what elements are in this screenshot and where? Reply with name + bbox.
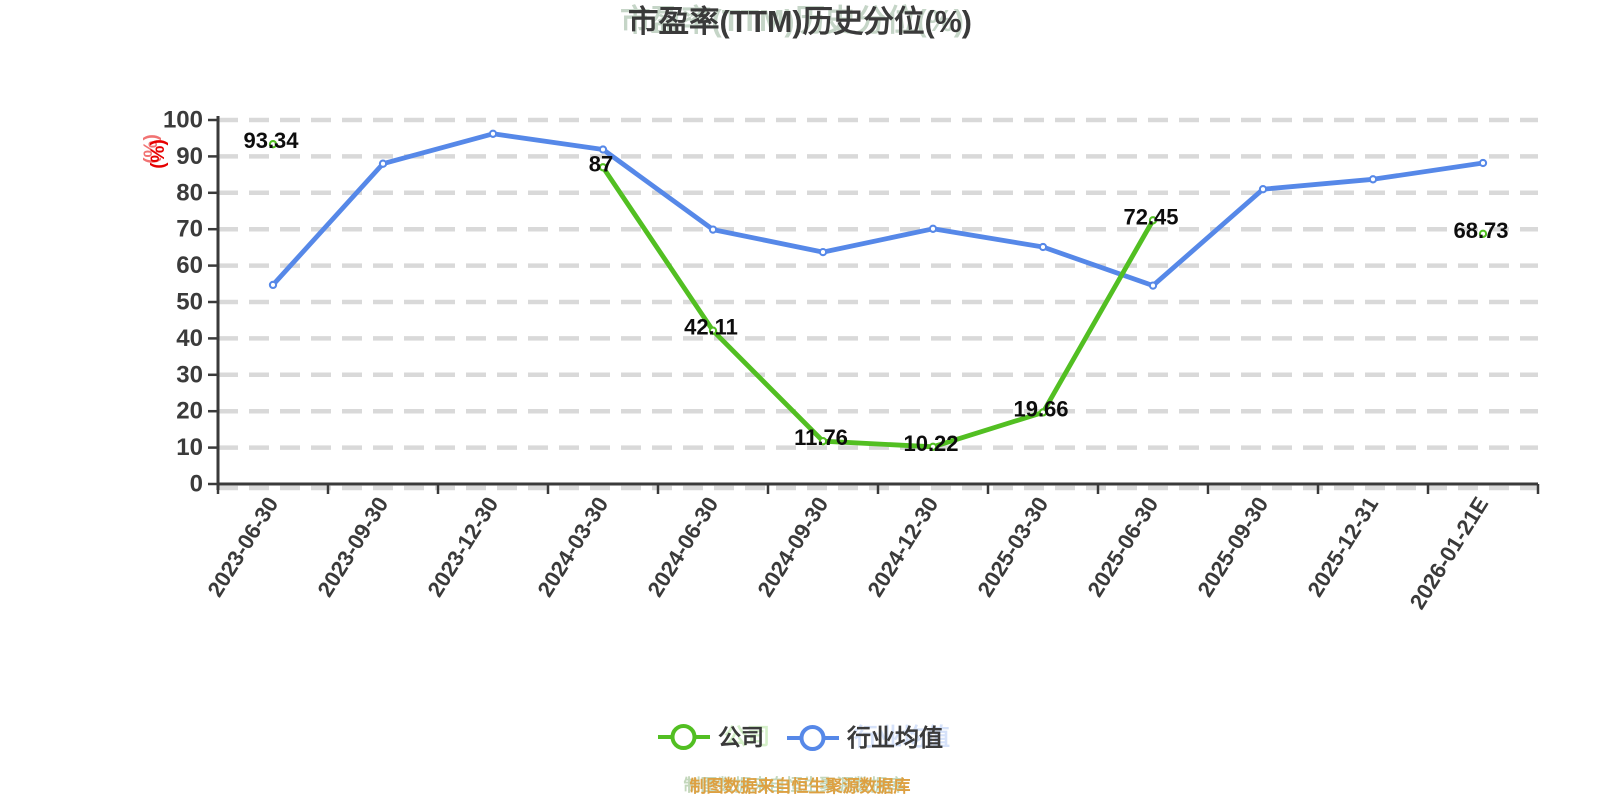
svg-text:20: 20 [176,398,203,425]
svg-text:0: 0 [190,471,203,498]
svg-text:行业均值: 行业均值 [846,724,943,752]
svg-text:50: 50 [176,289,203,316]
svg-text:公司: 公司 [718,724,764,750]
svg-text:80: 80 [176,179,203,206]
svg-text:90: 90 [176,143,203,170]
svg-text:11.76: 11.76 [794,425,848,450]
svg-text:19.66: 19.66 [1013,396,1068,421]
svg-text:72.45: 72.45 [1123,204,1178,229]
svg-text:40: 40 [176,325,203,352]
svg-text:70: 70 [176,216,203,243]
svg-text:100: 100 [163,107,203,134]
svg-text:68.73: 68.73 [1453,218,1508,243]
svg-text:87: 87 [589,151,613,176]
svg-text:公司: 公司 [724,723,770,749]
svg-text:市盈率(TTM)历史分位(%): 市盈率(TTM)历史分位(%) [628,4,972,39]
svg-text:30: 30 [176,361,203,388]
svg-text:(%): (%) [148,139,169,169]
svg-text:10.22: 10.22 [903,431,958,456]
svg-text:10: 10 [176,434,203,461]
svg-text:60: 60 [176,252,203,279]
svg-text:(%): (%) [141,134,162,164]
svg-text:93.34: 93.34 [243,128,299,153]
svg-text:行业均值: 行业均值 [853,723,950,751]
svg-text:制图数据来自恒生聚源数据库: 制图数据来自恒生聚源数据库 [684,775,905,795]
svg-text:42.11: 42.11 [684,315,738,340]
svg-text:制图数据来自恒生聚源数据库: 制图数据来自恒生聚源数据库 [690,776,911,796]
svg-text:市盈率(TTM)历史分位(%): 市盈率(TTM)历史分位(%) [620,3,964,38]
